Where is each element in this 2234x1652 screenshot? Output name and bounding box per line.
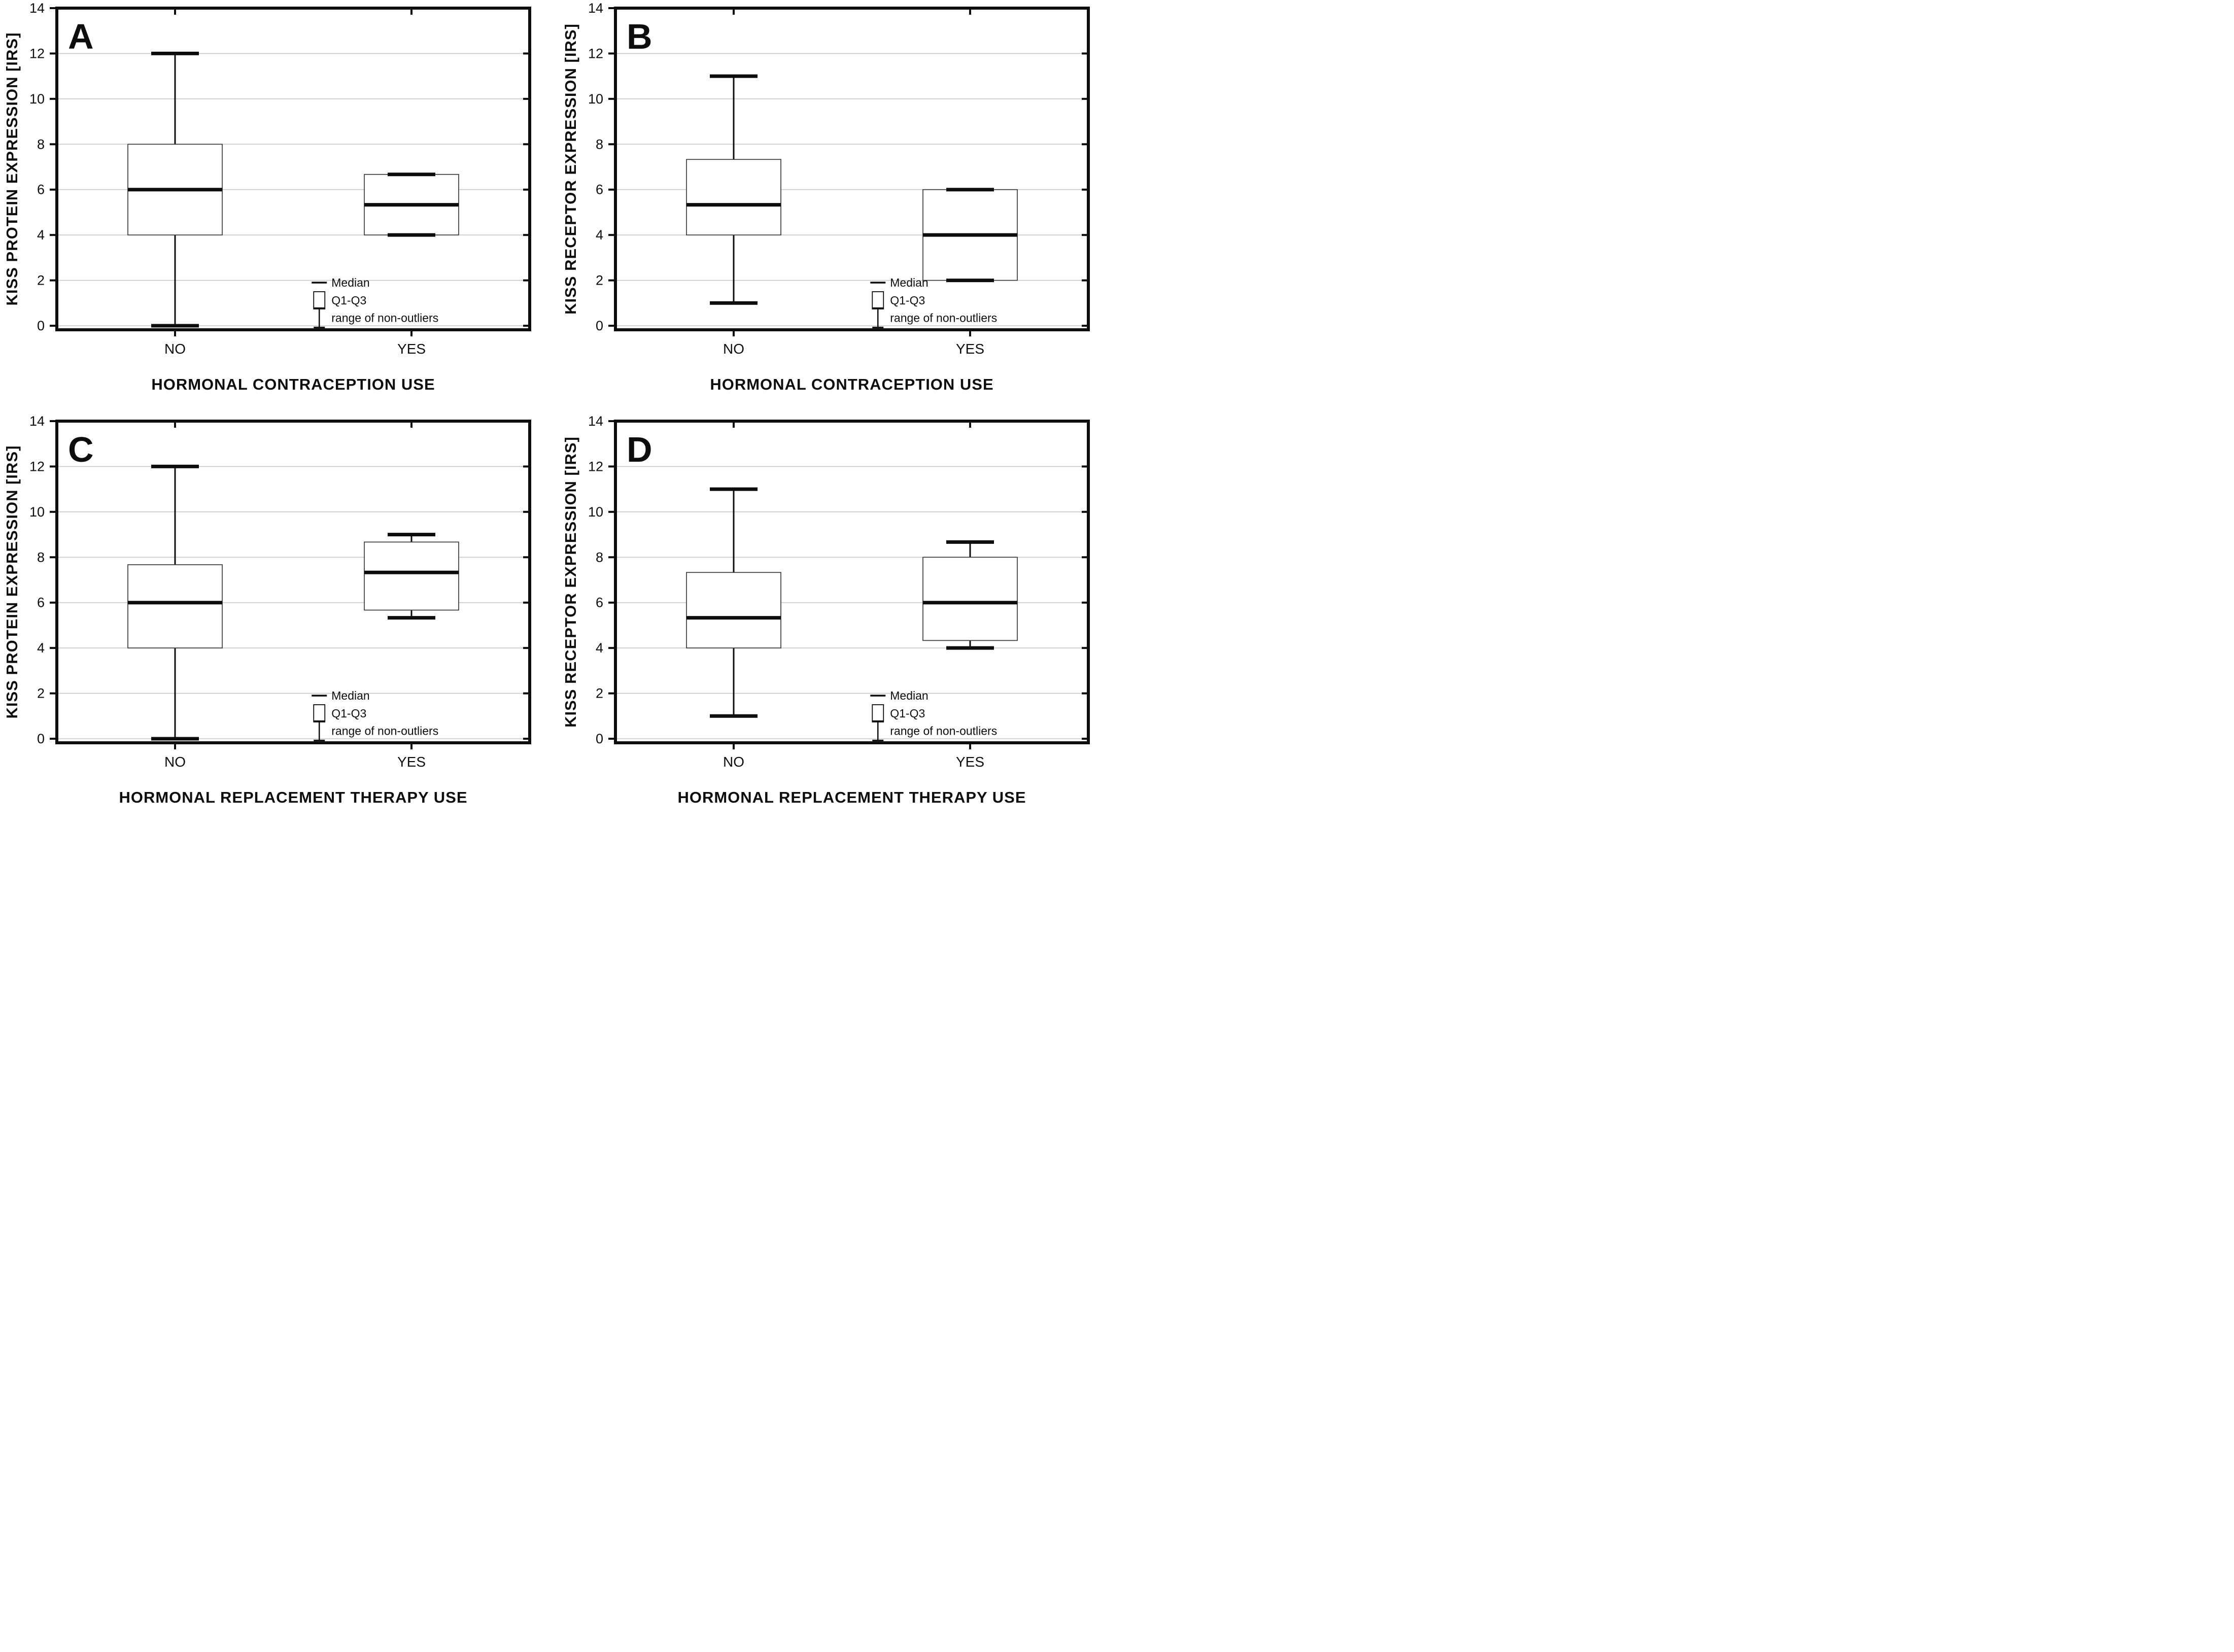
y-tick-label: 0 (37, 318, 45, 333)
y-tick-label: 8 (596, 136, 603, 152)
y-tick-label: 2 (596, 273, 603, 288)
box-no (686, 487, 781, 718)
y-tick-label: 6 (37, 595, 45, 610)
legend-label-median: Median (331, 276, 369, 289)
y-tick-label: 14 (588, 414, 603, 429)
panel-background (0, 0, 559, 413)
category-label: NO (164, 341, 186, 357)
panel-letter: A (68, 17, 94, 56)
y-tick-label: 2 (596, 686, 603, 701)
legend-label-median: Median (890, 276, 928, 289)
panel-letter: C (68, 430, 94, 469)
category-label: YES (956, 754, 984, 770)
y-tick-label: 14 (29, 414, 45, 429)
q1-q3-box (922, 557, 1018, 641)
panel-letter: D (627, 430, 652, 469)
y-tick-label: 4 (37, 640, 45, 656)
y-tick-label: 10 (29, 504, 45, 520)
y-tick-label: 10 (588, 91, 603, 107)
boxplot-panel-b: 0 2 4 6 8 10 12 14 NO YES B HORMONAL CONTRACEPTION … (559, 0, 1117, 413)
box-no (127, 464, 223, 741)
panel-background (0, 413, 559, 826)
y-tick-label: 14 (29, 1, 45, 16)
plot-frame (55, 7, 531, 331)
y-tick-label: 12 (588, 46, 603, 61)
legend-label-q1-q3: Q1-Q3 (331, 294, 366, 307)
legend-label-range: range of non-outliers (890, 724, 997, 737)
y-tick-label: 4 (596, 640, 603, 656)
panel-b: 0 2 4 6 8 10 12 14 NO YES B HORMONAL CONTRACEPTION … (559, 0, 1117, 413)
q1-q3-box (127, 564, 223, 648)
y-axis-title: KISS RECEPTOR EXPRESSION [IRS] (562, 436, 579, 728)
box-yes (364, 173, 459, 237)
y-tick-label: 8 (37, 549, 45, 565)
category-label: NO (164, 754, 186, 770)
q1-q3-box (364, 541, 459, 611)
y-tick-label: 0 (596, 731, 603, 746)
boxplot-panel-a: 0 2 4 6 8 10 12 14 NO YES A HORMONAL CONTRACEPTION … (0, 0, 559, 413)
panel-background (559, 413, 1117, 826)
panel-c: 0 2 4 6 8 10 12 14 NO YES C HORMONAL REPLACEMENT TH… (0, 413, 559, 826)
box-yes (922, 540, 1018, 650)
y-axis-title: KISS PROTEIN EXPRESSION [IRS] (3, 32, 21, 306)
y-tick-label: 10 (29, 91, 45, 107)
y-tick-label: 8 (596, 549, 603, 565)
legend-label-q1-q3: Q1-Q3 (890, 707, 925, 720)
plot-frame (614, 7, 1090, 331)
y-axis-title: KISS PROTEIN EXPRESSION [IRS] (3, 445, 21, 719)
legend-label-median: Median (890, 689, 928, 702)
panel-letter: B (627, 17, 652, 56)
x-axis-title: HORMONAL REPLACEMENT THERAPY USE (677, 788, 1026, 806)
y-tick-label: 2 (37, 686, 45, 701)
boxplot-panel-d: 0 2 4 6 8 10 12 14 NO YES D HORMONAL REPLACEMENT TH… (559, 413, 1117, 826)
legend: Median Q1-Q3 range of non-outliers (312, 276, 438, 328)
y-tick-label: 12 (29, 459, 45, 474)
legend-label-range: range of non-outliers (890, 311, 997, 324)
y-tick-label: 14 (588, 1, 603, 16)
y-tick-label: 12 (588, 459, 603, 474)
y-tick-label: 8 (37, 136, 45, 152)
x-axis-title: HORMONAL CONTRACEPTION USE (151, 375, 435, 393)
category-label: YES (397, 341, 426, 357)
legend-label-median: Median (331, 689, 369, 702)
legend: Median Q1-Q3 range of non-outliers (870, 689, 997, 741)
y-tick-label: 10 (588, 504, 603, 520)
y-tick-label: 0 (596, 318, 603, 333)
category-label: YES (397, 754, 426, 770)
y-tick-label: 12 (29, 46, 45, 61)
box-yes (364, 533, 459, 620)
y-tick-label: 6 (596, 182, 603, 197)
x-axis-title: HORMONAL CONTRACEPTION USE (710, 375, 993, 393)
legend-label-range: range of non-outliers (331, 724, 438, 737)
boxplot-panel-c: 0 2 4 6 8 10 12 14 NO YES C HORMONAL REPLACEMENT TH… (0, 413, 559, 826)
category-label: NO (723, 754, 744, 770)
legend-label-q1-q3: Q1-Q3 (331, 707, 366, 720)
legend-label-range: range of non-outliers (331, 311, 438, 324)
y-tick-label: 2 (37, 273, 45, 288)
x-axis-title: HORMONAL REPLACEMENT THERAPY USE (119, 788, 467, 806)
legend-label-q1-q3: Q1-Q3 (890, 294, 925, 307)
panel-a: 0 2 4 6 8 10 12 14 NO YES A HORMONAL CONTRACEPTION … (0, 0, 559, 413)
y-tick-label: 6 (596, 595, 603, 610)
category-label: YES (956, 341, 984, 357)
box-yes (922, 188, 1018, 283)
box-no (686, 74, 781, 305)
legend: Median Q1-Q3 range of non-outliers (312, 689, 438, 741)
q1-q3-box (686, 159, 781, 235)
y-tick-label: 6 (37, 182, 45, 197)
y-tick-label: 4 (37, 227, 45, 243)
legend: Median Q1-Q3 range of non-outliers (870, 276, 997, 328)
plot-frame (55, 420, 531, 744)
q1-q3-box (686, 572, 781, 648)
boxplot-figure-grid: 0 2 4 6 8 10 12 14 NO YES A HORMONAL CONTRACEPTION … (0, 0, 1117, 826)
box-no (127, 51, 223, 328)
panel-background (559, 0, 1117, 413)
category-label: NO (723, 341, 744, 357)
plot-frame (614, 420, 1090, 744)
y-tick-label: 0 (37, 731, 45, 746)
panel-d: 0 2 4 6 8 10 12 14 NO YES D HORMONAL REPLACEMENT TH… (559, 413, 1117, 826)
y-tick-label: 4 (596, 227, 603, 243)
y-axis-title: KISS RECEPTOR EXPRESSION [IRS] (562, 23, 579, 315)
